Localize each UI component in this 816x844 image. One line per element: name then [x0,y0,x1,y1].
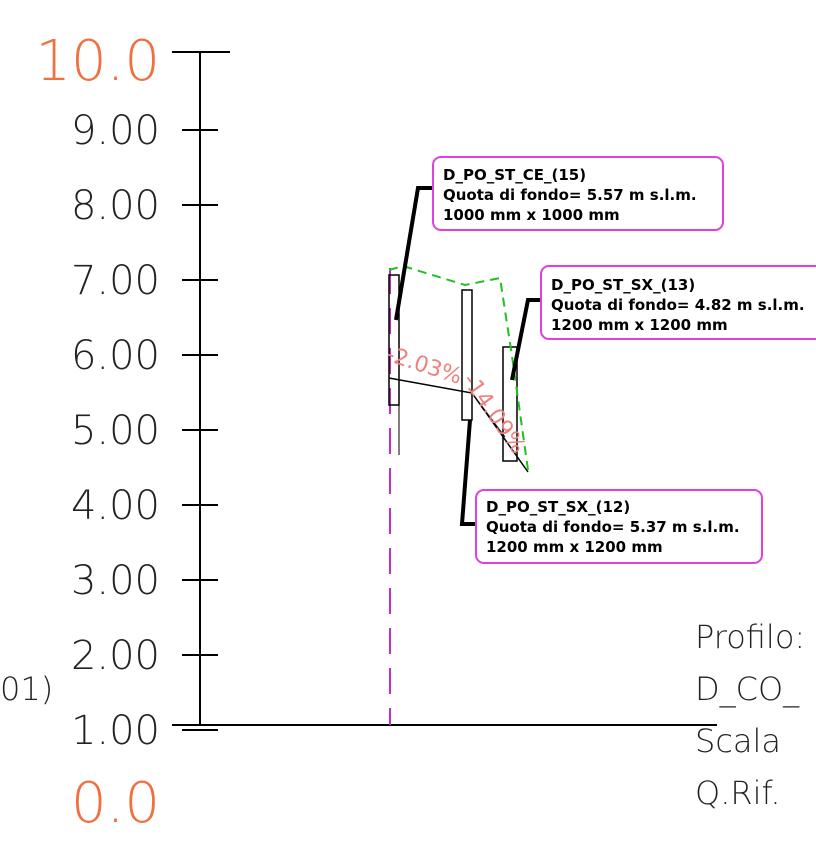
tick-label-3: 3.00 [71,558,160,604]
tick-label-9: 9.00 [71,108,160,154]
manhole-15 [388,274,400,406]
slope-label-1: -2.03% [383,342,465,390]
scale-label: Scala [695,722,781,760]
pipe-crown-line [471,392,506,438]
callout-15-quota: Quota di fondo= 5.57 m s.l.m. [443,186,697,204]
callout-12-quota: Quota di fondo= 5.37 m s.l.m. [486,518,740,536]
tick-label-5: 5.00 [71,408,160,454]
callout-13-quota: Quota di fondo= 4.82 m s.l.m. [551,296,805,314]
callout-12-title: D_PO_ST_SX_(12) [486,498,630,516]
tick-label-2: 2.00 [71,633,160,679]
callout-12-leader [459,419,478,526]
tick-label-0: 0.0 [71,771,160,836]
callout-13-box [540,265,816,340]
tick-label-1: 1.00 [71,708,160,754]
tick-label-4: 4.00 [71,483,160,529]
callout-15-box [432,156,724,231]
callout-12-box [475,489,763,564]
profile-code: D_CO_ [695,670,800,708]
callout-13-leader [510,298,543,381]
callout-13-size: 1200 mm x 1200 mm [551,316,728,334]
manhole-12 [461,289,473,421]
callout-15-title: D_PO_ST_CE_(15) [443,166,586,184]
callout-13-title: D_PO_ST_SX_(13) [551,276,695,294]
tick-label-6: 6.00 [71,333,160,379]
callout-15-leader [394,186,435,321]
left-text-fragment: 01) [0,670,53,708]
profile-label: Profilo: [695,618,805,656]
callout-15-size: 1000 mm x 1000 mm [443,206,620,224]
tick-label-7: 7.00 [71,258,160,304]
reference-label: Q.Rif. [695,774,781,812]
callout-12-size: 1200 mm x 1200 mm [486,538,663,556]
tick-label-10: 10.0 [35,29,160,94]
tick-label-8: 8.00 [71,183,160,229]
tick-marks [182,129,218,656]
